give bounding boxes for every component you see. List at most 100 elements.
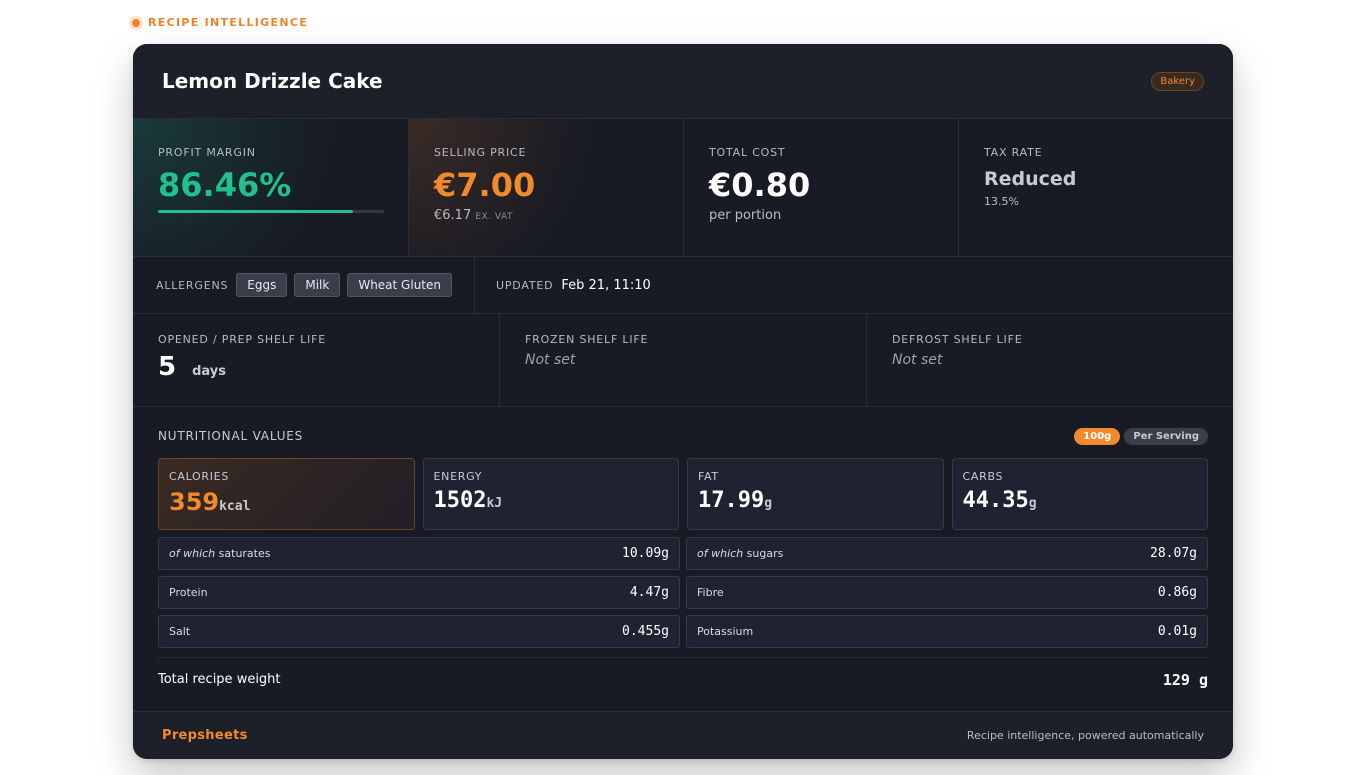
- total-cost-value: €0.80: [709, 166, 811, 204]
- card-footer: Prepsheets Recipe intelligence, powered …: [133, 711, 1233, 759]
- total-weight-row: Total recipe weight 129 g: [158, 657, 1208, 701]
- nutrition-cards: CALORIES 359kcal ENERGY 1502kJ FAT 17.99…: [158, 458, 1208, 530]
- selling-price-label: SELLING PRICE: [434, 146, 527, 159]
- nutrient-row-sugars: of which sugars 28.07g: [686, 537, 1208, 570]
- brand-label: RECIPE INTELLIGENCE: [132, 16, 308, 29]
- footer-tagline: Recipe intelligence, powered automatical…: [966, 729, 1204, 742]
- card-header: Lemon Drizzle Cake Bakery: [133, 44, 1233, 119]
- nutrient-prefix: of which: [697, 547, 744, 560]
- calories-label: CALORIES: [169, 470, 230, 483]
- total-weight-value: 129 g: [1162, 670, 1208, 689]
- nutrient-name: sugars: [746, 547, 784, 560]
- selling-price-value: €7.00: [434, 166, 536, 204]
- nutrient-row-protein: Protein 4.47g: [158, 576, 680, 609]
- ex-vat-label: EX. VAT: [475, 212, 513, 222]
- nutrition-section: NUTRITIONAL VALUES 100g Per Serving CALO…: [133, 407, 1233, 701]
- nutrient-prefix: of which: [169, 547, 216, 560]
- profit-margin-bar-fill: [158, 210, 354, 213]
- nutrient-name: Salt: [169, 625, 191, 638]
- energy-number: 1502: [433, 488, 487, 513]
- allergen-chip: Milk: [294, 273, 341, 297]
- nutrient-row-fibre: Fibre 0.86g: [686, 576, 1208, 609]
- nutrient-value: 0.86g: [1158, 585, 1197, 600]
- frozen-shelf-life-label: FROZEN SHELF LIFE: [525, 333, 649, 346]
- status-dot-icon: [132, 18, 140, 27]
- nutrient-row-potassium: Potassium 0.01g: [686, 615, 1208, 648]
- updated-section: UPDATED Feb 21, 11:10: [475, 257, 651, 313]
- opened-shelf-life-number: 5: [158, 352, 177, 382]
- nutrient-unit: g: [661, 546, 669, 561]
- nutrient-number: 4.47: [629, 585, 662, 600]
- carbs-card: CARBS 44.35g: [951, 458, 1208, 530]
- defrost-shelf-life-value: Not set: [892, 352, 943, 368]
- nutrient-name: Fibre: [697, 586, 724, 599]
- energy-unit: kJ: [486, 496, 503, 511]
- nutrient-label: of which saturates: [169, 547, 271, 560]
- selling-price-ex-vat: €6.17 EX. VAT: [434, 208, 659, 223]
- nutrient-value: 0.01g: [1158, 624, 1197, 639]
- recipe-card: Lemon Drizzle Cake Bakery PROFIT MARGIN …: [133, 44, 1233, 759]
- tax-rate-label: TAX RATE: [984, 146, 1043, 159]
- nutrient-unit: g: [1189, 624, 1197, 639]
- opened-shelf-life-unit: days: [192, 364, 226, 379]
- nutrient-unit: g: [1189, 546, 1197, 561]
- nutrient-row-salt: Salt 0.455g: [158, 615, 680, 648]
- nutrient-name: Potassium: [697, 625, 754, 638]
- toggle-per-serving[interactable]: Per Serving: [1124, 427, 1208, 445]
- nutrient-number: 10.09: [622, 546, 662, 561]
- nutrition-detail-rows: of which saturates 10.09g of which sugar…: [158, 537, 1208, 648]
- calories-card: CALORIES 359kcal: [158, 458, 415, 530]
- updated-value: Feb 21, 11:10: [561, 277, 651, 293]
- nutrient-number: 0.86: [1157, 585, 1190, 600]
- defrost-shelf-life-label: DEFROST SHELF LIFE: [892, 333, 1023, 346]
- opened-shelf-life-label: OPENED / PREP SHELF LIFE: [158, 333, 326, 346]
- nutrient-row-saturates: of which saturates 10.09g: [158, 537, 680, 570]
- fat-card: FAT 17.99g: [687, 458, 944, 530]
- nutrient-value: 4.47g: [630, 585, 669, 600]
- carbs-value: 44.35g: [963, 488, 1198, 513]
- nutrient-label: of which sugars: [697, 547, 783, 560]
- nutrient-number: 0.455: [622, 624, 662, 639]
- profit-margin-metric: PROFIT MARGIN 86.46%: [133, 119, 409, 256]
- energy-label: ENERGY: [433, 470, 483, 483]
- nutrient-number: 0.01: [1157, 624, 1190, 639]
- nutrient-name: Protein: [169, 586, 208, 599]
- fat-value: 17.99g: [698, 488, 933, 513]
- opened-shelf-life-value: 5 days: [158, 352, 475, 382]
- defrost-shelf-life: DEFROST SHELF LIFE Not set: [867, 314, 1233, 406]
- fat-label: FAT: [698, 470, 719, 483]
- profit-margin-bar: [158, 210, 384, 213]
- carbs-unit: g: [1028, 496, 1037, 511]
- tax-rate-sub: 13.5%: [984, 195, 1019, 208]
- footer-brand[interactable]: Prepsheets: [162, 728, 248, 743]
- nutrient-unit: g: [1189, 585, 1197, 600]
- metrics-row: PROFIT MARGIN 86.46% SELLING PRICE €7.00…: [133, 119, 1233, 257]
- energy-value: 1502kJ: [434, 488, 669, 513]
- recipe-title: Lemon Drizzle Cake: [162, 69, 383, 93]
- shelf-life-row: OPENED / PREP SHELF LIFE 5 days FROZEN S…: [133, 314, 1233, 407]
- opened-shelf-life: OPENED / PREP SHELF LIFE 5 days: [133, 314, 500, 406]
- frozen-shelf-life: FROZEN SHELF LIFE Not set: [500, 314, 867, 406]
- nutrition-title: NUTRITIONAL VALUES: [158, 429, 304, 443]
- allergen-chip: Eggs: [236, 273, 288, 297]
- profit-margin-value: 86.46%: [158, 166, 292, 204]
- nutrient-unit: g: [661, 624, 669, 639]
- carbs-label: CARBS: [962, 470, 1004, 483]
- total-cost-metric: TOTAL COST €0.80 per portion: [684, 119, 959, 256]
- nutrient-value: 10.09g: [622, 546, 669, 561]
- nutrient-value: 0.455g: [622, 624, 669, 639]
- selling-price-metric: SELLING PRICE €7.00 €6.17 EX. VAT: [409, 119, 684, 256]
- allergen-chip: Wheat Gluten: [347, 273, 452, 297]
- nutrient-value: 28.07g: [1150, 546, 1197, 561]
- profit-margin-label: PROFIT MARGIN: [158, 146, 256, 159]
- tax-rate-value: Reduced: [984, 168, 1077, 190]
- frozen-shelf-life-value: Not set: [525, 352, 576, 368]
- toggle-100g[interactable]: 100g: [1074, 427, 1121, 445]
- energy-card: ENERGY 1502kJ: [422, 458, 679, 530]
- fat-number: 17.99: [698, 488, 765, 513]
- ex-vat-value: €6.17: [434, 208, 472, 223]
- calories-unit: kcal: [219, 499, 251, 514]
- calories-value: 359kcal: [169, 488, 404, 516]
- allergens-section: ALLERGENS Eggs Milk Wheat Gluten: [133, 257, 475, 313]
- fat-unit: g: [764, 496, 773, 511]
